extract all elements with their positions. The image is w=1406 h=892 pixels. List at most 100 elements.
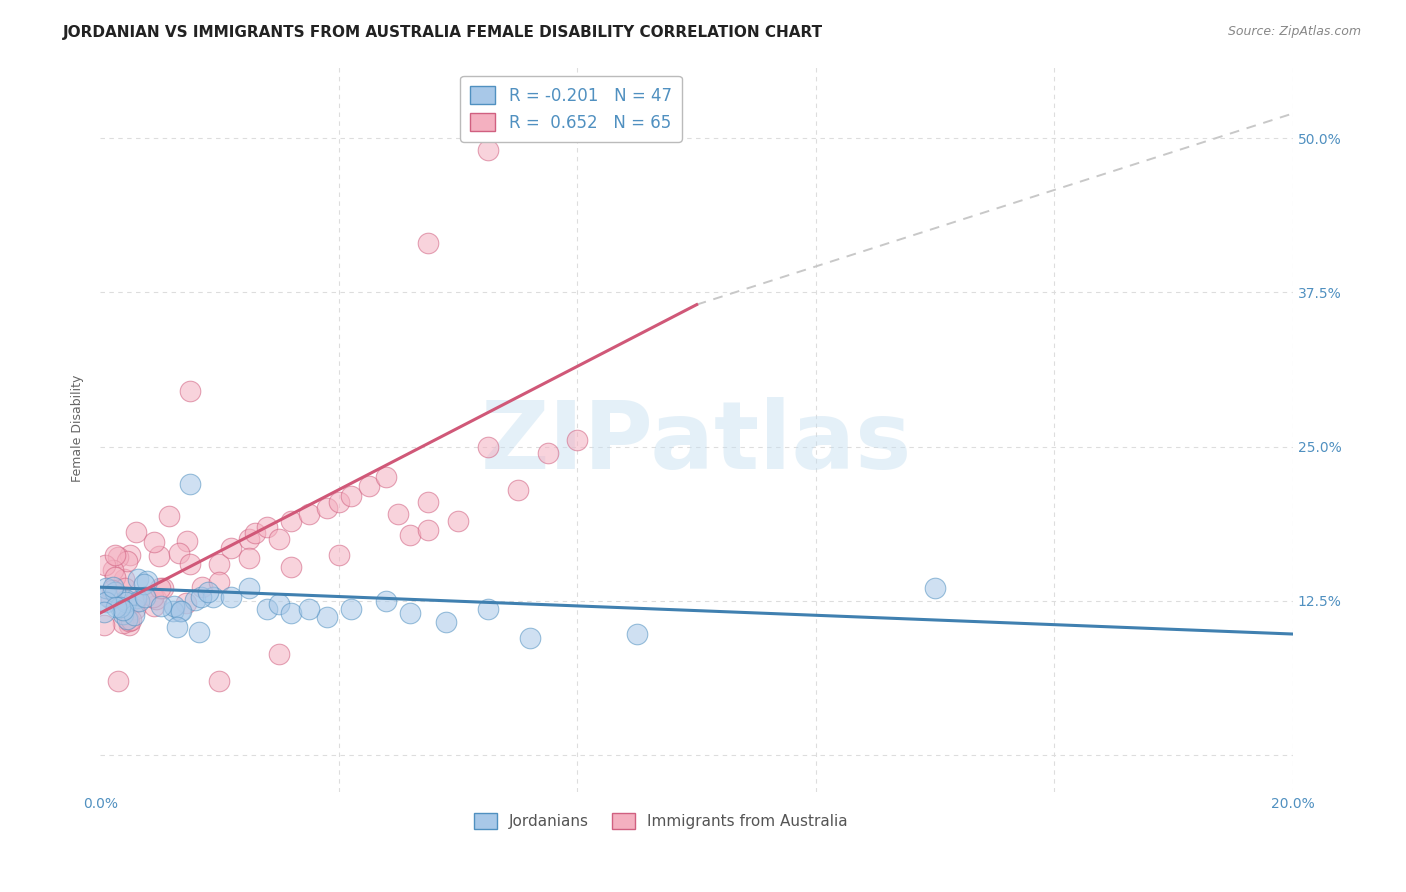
Point [122, 608, 145, 623]
Point [167, 546, 190, 560]
Point [238, 550, 260, 565]
Point [221, 590, 243, 604]
Point [94, 558, 117, 573]
Text: Source: ZipAtlas.com: Source: ZipAtlas.com [1227, 25, 1361, 38]
Point [269, 598, 291, 612]
Point [208, 557, 231, 571]
Point [128, 594, 150, 608]
Point [375, 470, 398, 484]
Point [626, 627, 648, 641]
Point [100, 591, 122, 606]
Point [170, 604, 193, 618]
Point [208, 575, 231, 590]
Point [114, 581, 136, 595]
Point [127, 572, 149, 586]
Point [238, 532, 260, 546]
Point [157, 508, 180, 523]
Point [132, 577, 155, 591]
Point [245, 525, 267, 540]
Y-axis label: Female Disability: Female Disability [72, 375, 84, 482]
Point [101, 563, 124, 577]
Point [567, 434, 589, 448]
Point [125, 524, 148, 539]
Point [118, 617, 141, 632]
Point [399, 528, 422, 542]
Point [339, 602, 361, 616]
Point [104, 570, 127, 584]
Point [519, 631, 541, 645]
Point [375, 593, 398, 607]
Point [152, 581, 174, 595]
Point [111, 607, 134, 621]
Point [114, 592, 136, 607]
Point [115, 554, 138, 568]
Point [280, 606, 302, 620]
Point [298, 508, 321, 522]
Point [96, 582, 118, 596]
Point [256, 602, 278, 616]
Point [145, 591, 167, 606]
Point [357, 479, 380, 493]
Point [298, 602, 321, 616]
Point [166, 620, 188, 634]
Point [477, 440, 499, 454]
Point [418, 235, 440, 250]
Point [201, 590, 224, 604]
Point [162, 603, 184, 617]
Point [104, 548, 127, 562]
Point [179, 384, 201, 398]
Point [315, 501, 337, 516]
Point [94, 595, 117, 609]
Point [238, 582, 260, 596]
Point [174, 596, 197, 610]
Point [280, 560, 302, 574]
Point [112, 615, 135, 630]
Point [120, 613, 142, 627]
Point [117, 612, 139, 626]
Point [197, 585, 219, 599]
Point [184, 593, 207, 607]
Point [143, 534, 166, 549]
Point [114, 595, 136, 609]
Point [447, 514, 470, 528]
Point [112, 603, 135, 617]
Point [117, 614, 139, 628]
Text: JORDANIAN VS IMMIGRANTS FROM AUSTRALIA FEMALE DISABILITY CORRELATION CHART: JORDANIAN VS IMMIGRANTS FROM AUSTRALIA F… [63, 25, 824, 40]
Point [124, 602, 146, 616]
Point [477, 144, 499, 158]
Point [280, 514, 302, 528]
Point [124, 591, 146, 606]
Point [163, 599, 186, 613]
Point [328, 495, 350, 509]
Point [149, 582, 172, 596]
Point [418, 495, 440, 509]
Point [105, 600, 128, 615]
Point [93, 617, 115, 632]
Point [136, 574, 159, 588]
Point [221, 541, 243, 555]
Point [93, 605, 115, 619]
Point [188, 624, 211, 639]
Point [190, 580, 212, 594]
Point [434, 615, 457, 629]
Point [924, 582, 946, 596]
Point [149, 599, 172, 613]
Point [148, 549, 170, 563]
Point [179, 476, 201, 491]
Point [269, 647, 291, 661]
Point [142, 599, 165, 613]
Point [418, 524, 440, 538]
Point [134, 590, 156, 604]
Point [104, 585, 127, 599]
Point [96, 589, 118, 603]
Point [477, 602, 499, 616]
Point [256, 519, 278, 533]
Point [124, 595, 146, 609]
Point [269, 532, 291, 546]
Point [169, 604, 191, 618]
Point [107, 673, 129, 688]
Point [387, 508, 409, 522]
Point [315, 609, 337, 624]
Point [112, 572, 135, 586]
Point [190, 591, 212, 605]
